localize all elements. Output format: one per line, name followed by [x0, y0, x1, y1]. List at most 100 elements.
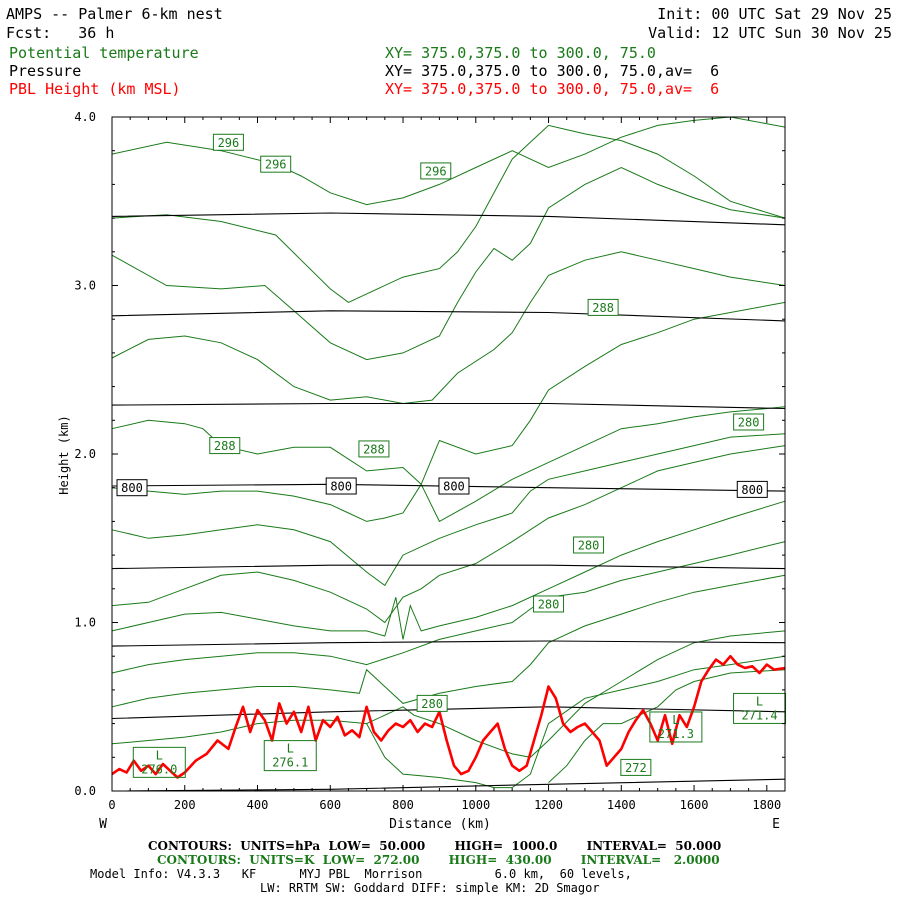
pressure-label-1-box: [325, 477, 357, 495]
field-theta-name: Potential temperature: [9, 44, 199, 62]
y-tick-label-3: 3.0: [74, 279, 96, 293]
pressure-label-3-box: [736, 480, 768, 498]
pressure-contour-0: [111, 212, 786, 226]
pressure-contour-1: [111, 310, 786, 322]
pressure-label-1: 800: [330, 480, 352, 494]
pressure-label-2: 800: [443, 480, 465, 494]
pbl-height-line: [111, 654, 786, 779]
x-tick-label-9: 1800: [752, 798, 781, 812]
extremum-letter-0: L: [156, 748, 163, 762]
pressure-contour-7: [111, 778, 786, 792]
field-pressure-xy: XY= 375.0,375.0 to 300.0, 75.0,av= 6: [385, 62, 720, 80]
extremum-value-3: 271.4: [741, 708, 777, 722]
field-pbl-name: PBL Height (km MSL): [9, 80, 181, 98]
theta-label-9-box: [416, 694, 448, 712]
pressure-label-2-box: [438, 477, 470, 495]
east-label: E: [772, 817, 780, 832]
field-theta-xy: XY= 375.0,375.0 to 300.0, 75.0: [385, 44, 656, 62]
x-tick-label-3: 600: [319, 798, 341, 812]
theta-label-0: 296: [218, 136, 240, 150]
theta-contour-11: [111, 630, 786, 758]
theta-label-8: 280: [538, 597, 560, 611]
theta-contour-8: [111, 500, 786, 640]
extremum-letter-3: L: [756, 694, 763, 708]
x-tick-label-1: 200: [174, 798, 196, 812]
theta-label-10: 272: [625, 761, 647, 775]
extremum-value-1: 276.1: [272, 756, 308, 770]
theta-label-4: 280: [738, 415, 760, 429]
y-tick-label-0: 0.0: [74, 784, 96, 798]
forecast-hour: Fcst: 36 h: [6, 24, 115, 42]
theta-label-7: 280: [578, 538, 600, 552]
extremum-box-3: [733, 692, 787, 724]
theta-contour-1: [111, 124, 786, 303]
theta-label-2-box: [420, 162, 452, 180]
pressure-label-3: 800: [741, 483, 763, 497]
theta-label-0-box: [212, 133, 244, 151]
field-pressure-name: Pressure: [9, 62, 82, 80]
theta-contour-7: [111, 445, 786, 624]
pressure-contour-group: [111, 212, 786, 792]
pressure-contour-2: [111, 402, 786, 410]
theta-contour-9: [111, 541, 786, 674]
theta-label-3: 288: [592, 301, 614, 315]
theta-label-8-box: [533, 595, 565, 613]
theta-contour-2: [111, 166, 786, 361]
footer-pressure-contours: CONTOURS: UNITS=hPa LOW= 50.000 HIGH= 10…: [148, 839, 722, 853]
x-tick-label-5: 1000: [461, 798, 490, 812]
theta-label-6-box: [358, 440, 390, 458]
theta-label-7-box: [573, 536, 605, 554]
theta-contour-4: [111, 301, 786, 486]
extremum-box-1: [263, 740, 317, 772]
theta-label-5: 288: [214, 439, 236, 453]
x-tick-label-2: 400: [247, 798, 269, 812]
init-time: Init: 00 UTC Sat 29 Nov 25: [657, 5, 892, 23]
extremum-value-2: 271.3: [658, 727, 694, 741]
title: AMPS -- Palmer 6-km nest: [6, 5, 223, 23]
theta-contour-3: [111, 251, 786, 405]
theta-label-3-box: [587, 298, 619, 316]
field-pbl-xy: XY= 375.0,375.0 to 300.0, 75.0,av= 6: [385, 80, 720, 98]
x-tick-label-7: 1400: [607, 798, 636, 812]
footer-physics-info: LW: RRTM SW: Goddard DIFF: simple KM: 2D…: [260, 881, 600, 895]
axes-group: 0 200 400 600 800 1000 1200 1400 1600 1800 0.0 1.0 2…: [74, 110, 785, 812]
y-tick-label-1: 1.0: [74, 616, 96, 630]
pressure-label-0-box: [116, 479, 148, 497]
west-label: W: [99, 817, 107, 832]
extremum-letter-1: L: [287, 742, 294, 756]
extremum-box-0: [132, 746, 186, 778]
theta-label-1-box: [260, 155, 292, 173]
pbl-height-group: [111, 654, 786, 779]
y-tick-label-2: 2.0: [74, 447, 96, 461]
contour-label-group: 800 800 800 800 296 296 296 288 280 288 288 280 280 2…: [116, 133, 787, 778]
y-tick-label-4: 4.0: [74, 110, 96, 124]
extremum-box-2: [649, 711, 703, 743]
theta-contour-6: [111, 433, 786, 587]
pressure-contour-6: [111, 706, 786, 720]
theta-label-1: 296: [265, 158, 287, 172]
pressure-contour-4: [111, 564, 786, 570]
theta-label-5-box: [209, 437, 241, 455]
theta-label-6: 288: [363, 442, 385, 456]
valid-time: Valid: 12 UTC Sun 30 Nov 25: [648, 24, 892, 42]
theta-contour-12: [366, 655, 786, 789]
extremum-letter-2: L: [672, 713, 679, 727]
extremum-value-0: 276.0: [141, 762, 177, 776]
theta-label-2: 296: [425, 164, 447, 178]
x-axis-label: Distance (km): [389, 817, 491, 832]
theta-label-4-box: [733, 413, 765, 431]
footer-theta-contours: CONTOURS: UNITS=K LOW= 272.00 HIGH= 430.…: [157, 853, 720, 867]
theta-label-10-box: [620, 758, 652, 776]
theta-contour-0: [111, 116, 786, 206]
theta-contour-5: [111, 406, 786, 523]
x-tick-label-6: 1200: [534, 798, 563, 812]
footer-model-info: Model Info: V4.3.3 KF MYJ PBL Morrison 6…: [90, 867, 632, 881]
pressure-label-0: 800: [121, 481, 143, 495]
x-tick-label-0: 0: [108, 798, 115, 812]
theta-contour-10: [111, 574, 786, 708]
pressure-contour-5: [111, 640, 786, 647]
x-tick-label-4: 800: [392, 798, 414, 812]
theta-label-9: 280: [421, 697, 443, 711]
y-axis-label: Height (km): [57, 415, 71, 494]
